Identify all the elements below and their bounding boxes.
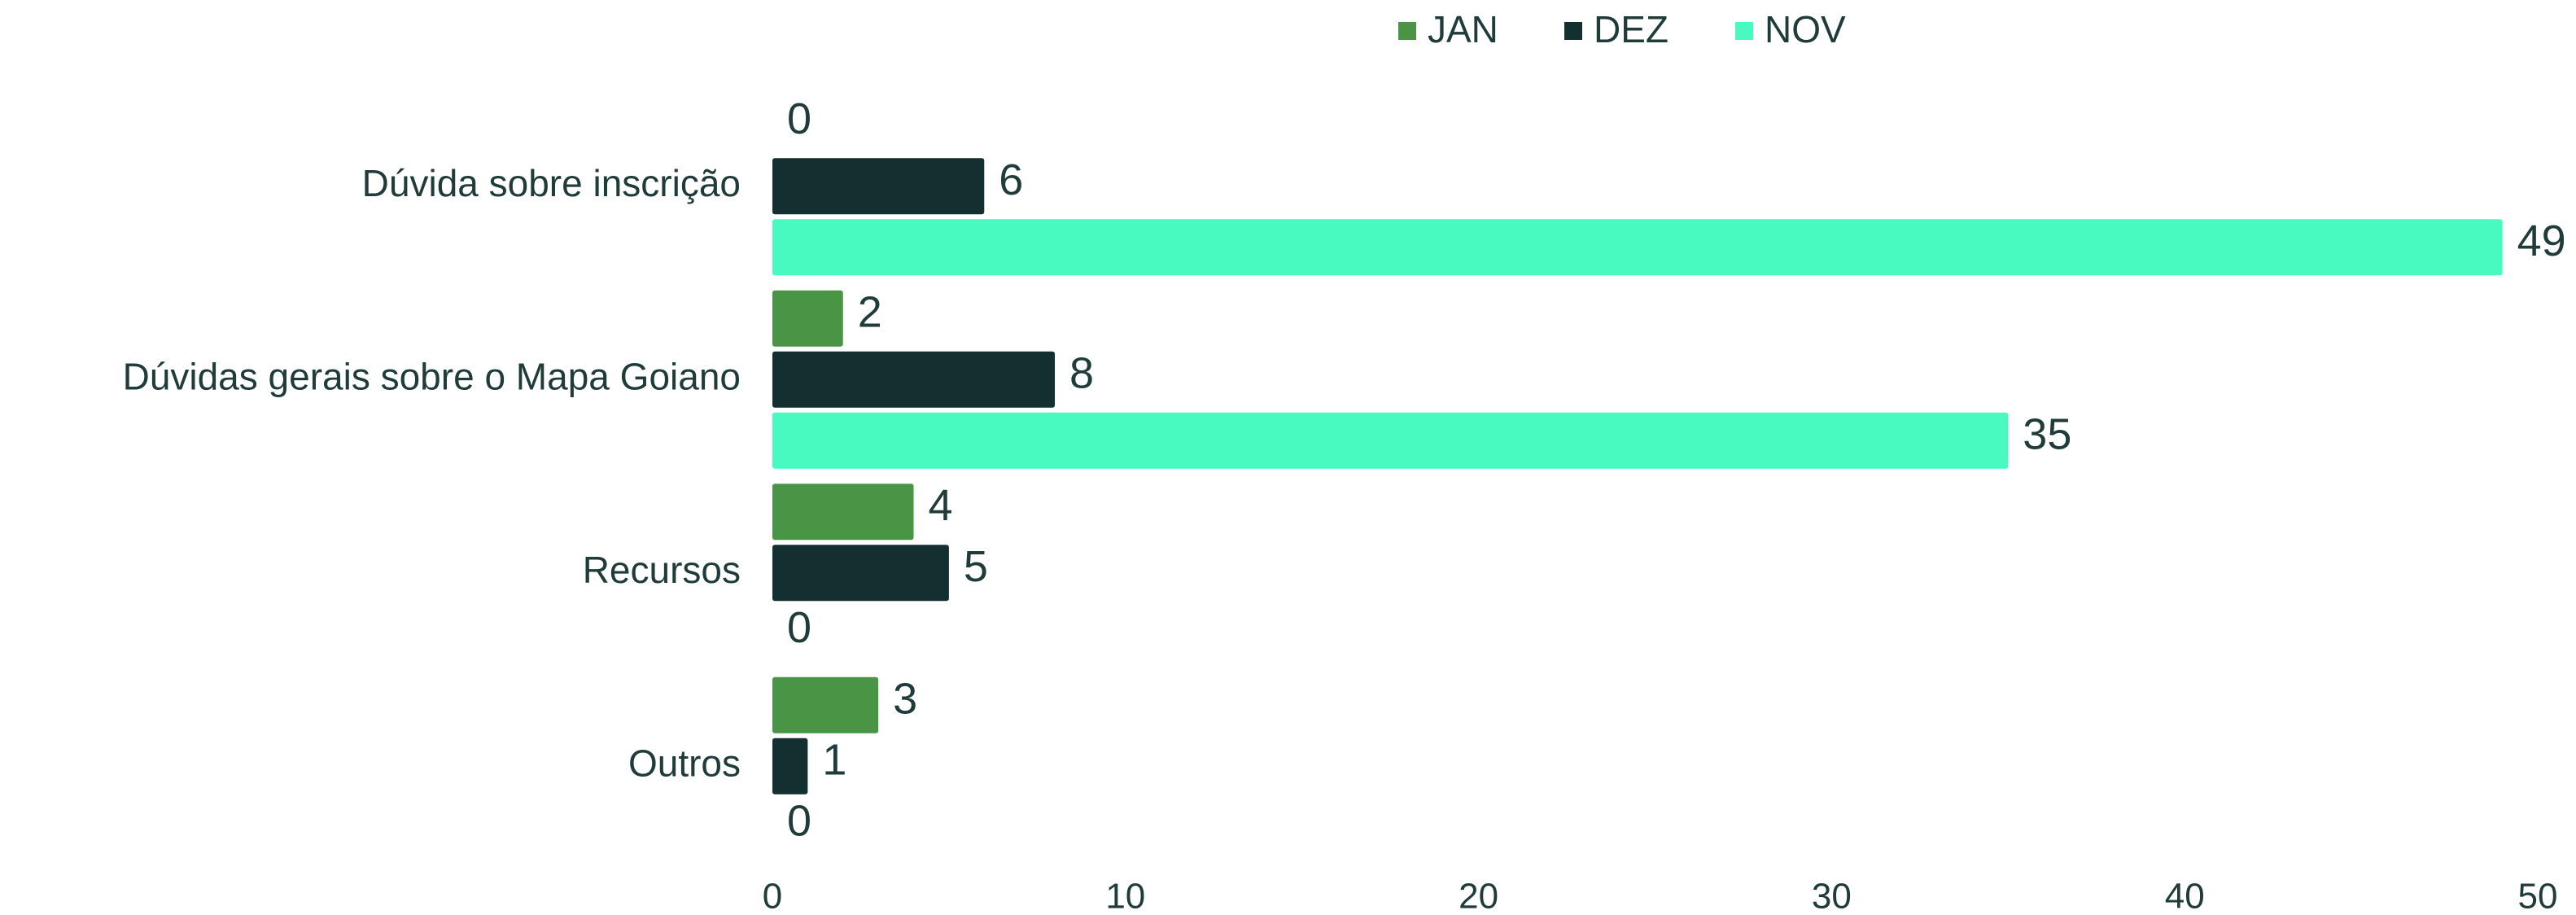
data-label: 0: [787, 603, 811, 652]
legend-label: JAN: [1428, 8, 1498, 50]
data-label: 5: [964, 542, 988, 591]
data-label: 6: [999, 155, 1023, 204]
x-tick-label: 40: [2165, 877, 2205, 915]
data-label: 49: [2517, 217, 2566, 265]
data-label: 8: [1069, 349, 1094, 398]
x-tick-label: 0: [763, 877, 782, 915]
x-tick-label: 20: [1459, 877, 1498, 915]
legend-swatch: [1735, 22, 1753, 40]
legend-label: NOV: [1765, 8, 1846, 50]
y-tick-label: Outros: [628, 742, 741, 784]
x-tick-label: 30: [1812, 877, 1852, 915]
y-tick-label: Dúvidas gerais sobre o Mapa Goiano: [123, 355, 741, 397]
bar: [772, 545, 949, 602]
bar: [772, 158, 985, 215]
bar: [772, 676, 879, 733]
x-tick-label: 50: [2518, 877, 2558, 915]
data-label: 3: [893, 675, 917, 724]
bar: [772, 290, 843, 347]
data-label: 1: [822, 736, 846, 785]
y-tick-label: Recursos: [583, 549, 741, 591]
bar: [772, 351, 1056, 408]
legend-swatch: [1398, 22, 1416, 40]
bar: [772, 412, 2009, 469]
data-label: 0: [787, 797, 811, 846]
bar: [772, 484, 914, 541]
legend-swatch: [1564, 22, 1582, 40]
data-label: 0: [787, 94, 811, 143]
data-label: 4: [929, 481, 953, 530]
bar: [772, 219, 2503, 276]
y-tick-label: Dúvida sobre inscrição: [362, 162, 741, 204]
x-tick-label: 10: [1105, 877, 1145, 915]
legend-label: DEZ: [1594, 8, 1668, 50]
data-label: 35: [2023, 410, 2071, 459]
bar: [772, 738, 808, 795]
data-label: 2: [858, 288, 882, 337]
